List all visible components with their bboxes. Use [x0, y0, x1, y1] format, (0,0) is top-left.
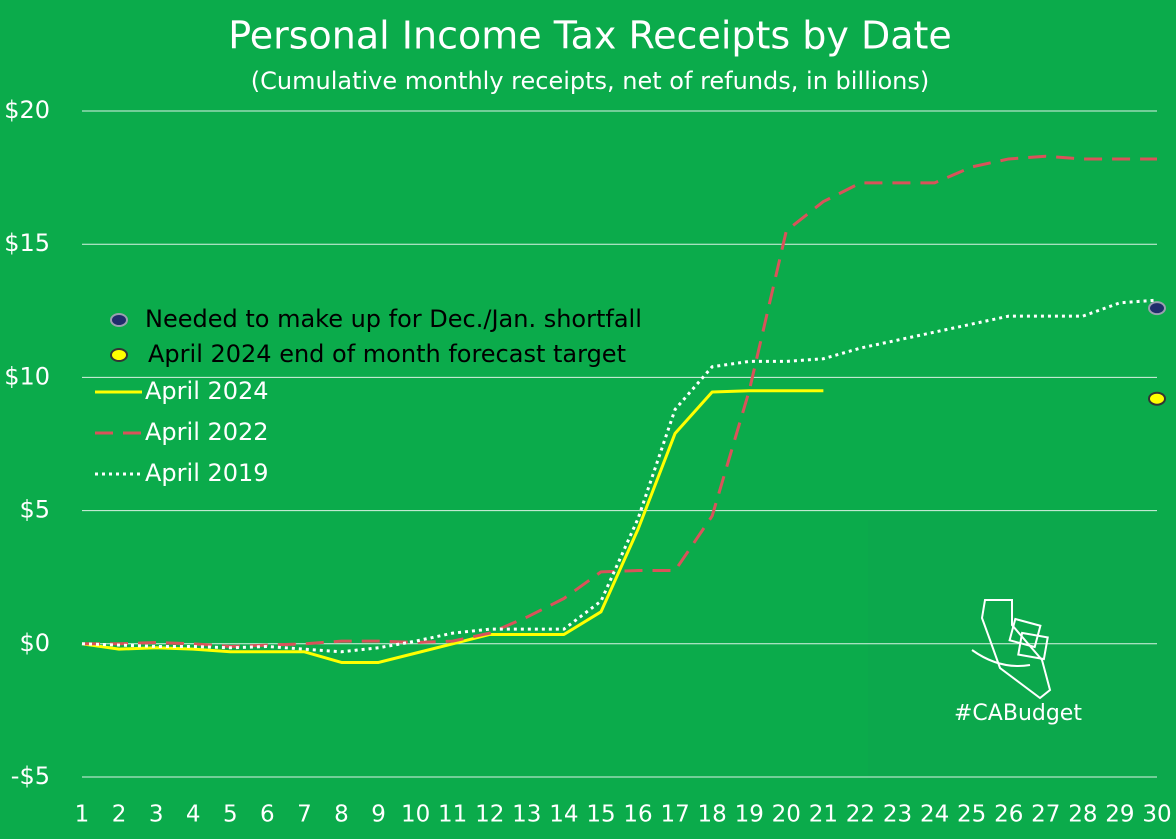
marker-point: [1148, 301, 1166, 316]
series-line: [81, 298, 1158, 654]
watermark: #CABudget: [954, 701, 1082, 726]
x-tick-label: 10: [401, 802, 430, 828]
x-tick-label: 20: [772, 802, 801, 828]
x-tick-label: 2: [112, 802, 127, 828]
marker-point: [1148, 391, 1166, 406]
x-tick-label: 29: [1105, 802, 1134, 828]
x-tick-label: 27: [1031, 802, 1060, 828]
x-tick-label: 14: [549, 802, 578, 828]
x-tick-label: 23: [883, 802, 912, 828]
x-tick-label: 26: [994, 802, 1023, 828]
y-tick-label: $0: [19, 629, 50, 657]
x-tick-label: 8: [334, 802, 349, 828]
legend-label: April 2022: [145, 418, 269, 446]
x-tick-label: 7: [297, 802, 312, 828]
x-tick-label: 16: [623, 802, 652, 828]
x-tick-label: 25: [957, 802, 986, 828]
x-tick-label: 4: [186, 802, 201, 828]
x-tick-label: 21: [809, 802, 838, 828]
legend-marker: [110, 313, 128, 327]
chart-title: Personal Income Tax Receipts by Date: [228, 14, 952, 58]
x-tick-label: 30: [1142, 802, 1171, 828]
x-tick-label: 5: [223, 802, 238, 828]
y-tick-label: $5: [19, 496, 50, 524]
legend-marker: [110, 348, 128, 362]
logo-panel: [868, 520, 1176, 780]
x-tick-label: 12: [475, 802, 504, 828]
x-tick-label: 22: [846, 802, 875, 828]
x-tick-label: 17: [660, 802, 689, 828]
x-tick-label: 28: [1068, 802, 1097, 828]
y-tick-label: $15: [4, 229, 50, 257]
x-tick-label: 3: [149, 802, 164, 828]
chart-subtitle: (Cumulative monthly receipts, net of ref…: [251, 67, 929, 95]
x-tick-label: 18: [698, 802, 727, 828]
x-tick-label: 6: [260, 802, 275, 828]
x-tick-label: 11: [438, 802, 467, 828]
legend-label: April 2024: [145, 377, 269, 405]
series-line: [82, 154, 1157, 648]
series-line: [81, 389, 824, 664]
x-tick-label: 13: [512, 802, 541, 828]
legend-label: Needed to make up for Dec./Jan. shortfal…: [145, 305, 642, 333]
x-tick-label: 9: [371, 802, 386, 828]
x-tick-label: 24: [920, 802, 949, 828]
y-tick-label: $10: [4, 362, 50, 390]
x-tick-label: 1: [75, 802, 90, 828]
x-tick-label: 15: [586, 802, 615, 828]
y-tick-label: -$5: [11, 762, 50, 790]
x-tick-label: 19: [735, 802, 764, 828]
y-tick-label: $20: [4, 96, 50, 124]
legend-label: April 2019: [145, 459, 269, 487]
legend-label: April 2024 end of month forecast target: [148, 340, 626, 368]
